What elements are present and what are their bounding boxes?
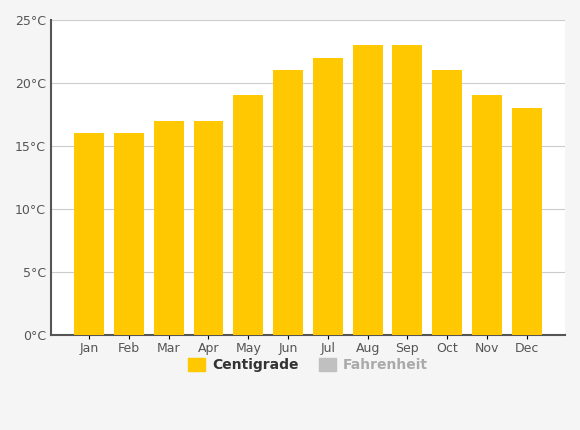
Bar xyxy=(154,121,184,335)
Bar xyxy=(393,45,422,335)
Bar xyxy=(74,133,104,335)
Bar xyxy=(512,108,542,335)
Legend: Centigrade, Fahrenheit: Centigrade, Fahrenheit xyxy=(183,353,433,378)
Bar xyxy=(233,95,263,335)
Bar xyxy=(472,95,502,335)
Bar xyxy=(432,71,462,335)
Bar xyxy=(114,133,144,335)
Bar xyxy=(194,121,223,335)
Bar xyxy=(273,71,303,335)
Bar xyxy=(313,58,343,335)
Bar xyxy=(353,45,383,335)
